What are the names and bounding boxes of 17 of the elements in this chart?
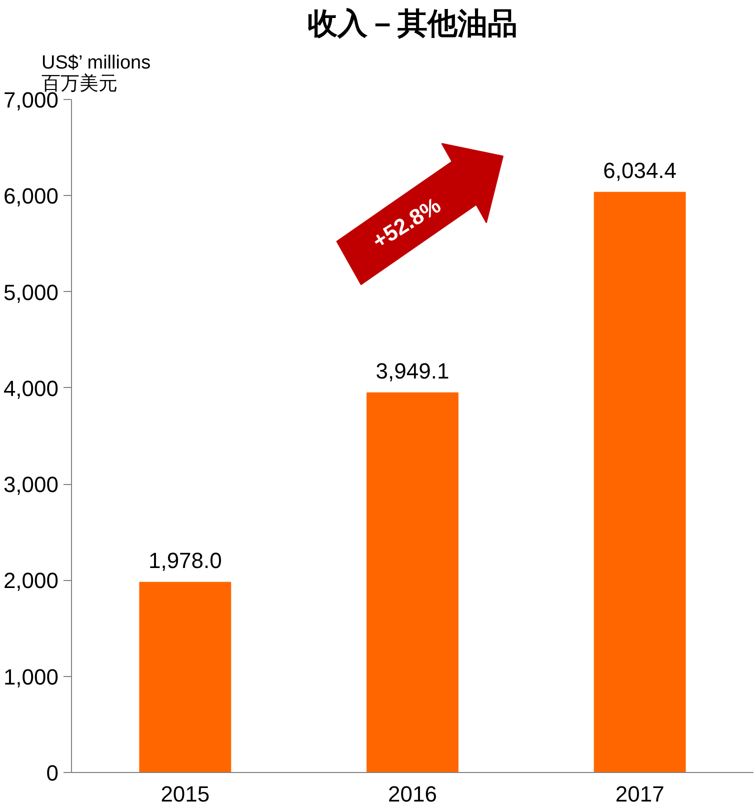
y-tick-label: 1,000 bbox=[3, 664, 59, 690]
y-tick-label: 0 bbox=[46, 760, 59, 786]
y-tick-label: 3,000 bbox=[3, 472, 59, 498]
y-tick-label: 5,000 bbox=[3, 280, 59, 305]
bar bbox=[139, 582, 232, 772]
x-tick-label: 2015 bbox=[160, 782, 210, 804]
y-tick-label: 4,000 bbox=[3, 376, 59, 401]
y-tick-label: 6,000 bbox=[3, 184, 59, 209]
chart-title: 收入－其他油品 bbox=[308, 8, 518, 40]
data-label: 6,034.4 bbox=[603, 158, 677, 183]
data-label: 3,949.1 bbox=[376, 358, 450, 384]
x-tick-label: 2016 bbox=[388, 782, 437, 804]
bar bbox=[594, 192, 686, 772]
bar bbox=[366, 392, 458, 772]
data-label: 1,978.0 bbox=[148, 548, 222, 573]
x-tick-label: 2017 bbox=[615, 782, 664, 804]
y-tick-label: 2,000 bbox=[3, 568, 59, 594]
